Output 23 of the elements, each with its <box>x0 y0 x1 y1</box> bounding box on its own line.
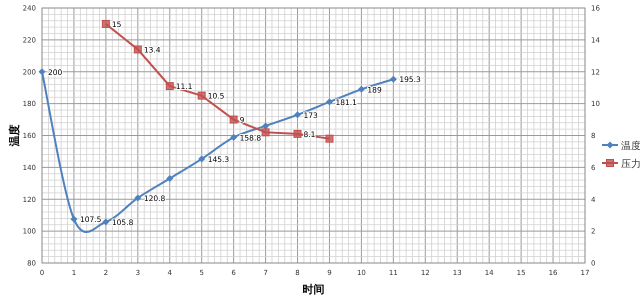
point <box>326 98 333 106</box>
point <box>262 128 270 136</box>
point <box>390 76 397 83</box>
x-axis-title: 时间 <box>302 283 324 296</box>
point <box>294 130 302 138</box>
point <box>230 134 238 141</box>
point <box>198 92 206 100</box>
y-axis-title: 温度 <box>8 124 21 148</box>
point <box>166 82 174 90</box>
point <box>198 155 206 162</box>
point <box>230 116 238 124</box>
point <box>294 111 302 118</box>
point <box>38 68 46 76</box>
point <box>70 216 78 223</box>
point <box>134 45 142 54</box>
point <box>166 175 174 182</box>
legend-label: 压力 <box>621 158 640 170</box>
point <box>102 20 110 28</box>
point <box>325 134 334 143</box>
point <box>262 122 270 130</box>
point <box>134 194 142 202</box>
point <box>358 86 365 93</box>
point <box>102 218 110 226</box>
